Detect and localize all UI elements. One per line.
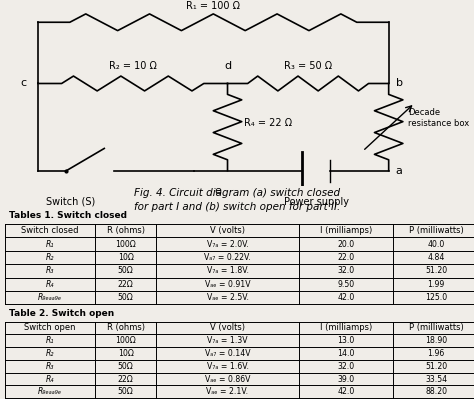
Text: 14.0: 14.0 [337, 349, 355, 358]
Text: R₂: R₂ [46, 349, 54, 358]
Text: Power supply: Power supply [283, 197, 349, 207]
Text: R₁: R₁ [46, 336, 54, 345]
Text: 22.0: 22.0 [337, 253, 355, 262]
Text: Switch open: Switch open [24, 324, 75, 332]
Text: 42.0: 42.0 [337, 387, 355, 396]
Text: 22Ω: 22Ω [118, 280, 134, 289]
Text: V₇ₐ = 1.8V.: V₇ₐ = 1.8V. [207, 267, 248, 275]
Text: 13.0: 13.0 [337, 336, 355, 345]
Text: R₁: R₁ [46, 239, 54, 249]
Text: c: c [20, 79, 26, 89]
Text: Tables 1. Switch closed: Tables 1. Switch closed [9, 211, 128, 219]
Text: Vₐₑ = 2.1V.: Vₐₑ = 2.1V. [207, 387, 248, 396]
Text: R₂: R₂ [46, 253, 54, 262]
Text: 32.0: 32.0 [337, 362, 355, 371]
Text: 39.0: 39.0 [337, 375, 355, 383]
Text: d: d [224, 61, 231, 71]
Text: 1.99: 1.99 [428, 280, 445, 289]
Text: P (milliwatts): P (milliwatts) [409, 226, 464, 235]
Text: V (volts): V (volts) [210, 226, 245, 235]
Text: 42.0: 42.0 [337, 293, 355, 302]
Text: 50Ω: 50Ω [118, 267, 134, 275]
Text: 22Ω: 22Ω [118, 375, 134, 383]
Text: R₉ₑₐₐ₉ₑ: R₉ₑₐₐ₉ₑ [38, 387, 62, 396]
Text: Decade
resistance box: Decade resistance box [408, 108, 469, 128]
Text: R₂ = 10 Ω: R₂ = 10 Ω [109, 61, 157, 71]
Text: 100Ω: 100Ω [115, 239, 136, 249]
Text: Switch closed: Switch closed [21, 226, 79, 235]
Text: R₃: R₃ [46, 267, 54, 275]
Text: 20.0: 20.0 [337, 239, 355, 249]
Text: Switch (S): Switch (S) [46, 197, 96, 207]
Text: R₃ = 50 Ω: R₃ = 50 Ω [284, 61, 332, 71]
Text: P (milliwatts): P (milliwatts) [409, 324, 464, 332]
Text: R₄: R₄ [46, 280, 54, 289]
Text: 50Ω: 50Ω [118, 387, 134, 396]
Text: 50Ω: 50Ω [118, 362, 134, 371]
Text: a: a [396, 166, 403, 176]
Text: R₄ = 22 Ω: R₄ = 22 Ω [244, 119, 292, 128]
Text: 18.90: 18.90 [425, 336, 447, 345]
Text: 51.20: 51.20 [425, 362, 447, 371]
Text: for part I and (b) switch open for part II.: for part I and (b) switch open for part … [134, 202, 340, 212]
Text: 1.96: 1.96 [428, 349, 445, 358]
Text: 33.54: 33.54 [425, 375, 447, 383]
Text: 32.0: 32.0 [337, 267, 355, 275]
Text: Vₐ₇ = 0.14V: Vₐ₇ = 0.14V [205, 349, 250, 358]
Text: I (milliamps): I (milliamps) [320, 226, 372, 235]
Text: Table 2. Switch open: Table 2. Switch open [9, 309, 115, 318]
Text: Vₐₑ = 0.91V: Vₐₑ = 0.91V [205, 280, 250, 289]
Text: 51.20: 51.20 [425, 267, 447, 275]
Text: 10Ω: 10Ω [118, 349, 134, 358]
Text: Vₐ₇ = 0.22V.: Vₐ₇ = 0.22V. [204, 253, 251, 262]
Text: V₇ₐ = 1.6V.: V₇ₐ = 1.6V. [207, 362, 248, 371]
Text: b: b [396, 79, 403, 89]
Text: R₁ = 100 Ω: R₁ = 100 Ω [186, 1, 240, 11]
Text: 100Ω: 100Ω [115, 336, 136, 345]
Text: e: e [215, 186, 221, 196]
Text: R (ohms): R (ohms) [107, 324, 145, 332]
Text: I (milliamps): I (milliamps) [320, 324, 372, 332]
Text: Vₐₑ = 0.86V: Vₐₑ = 0.86V [205, 375, 250, 383]
Text: R₉ₑₐₐ₉ₑ: R₉ₑₐₐ₉ₑ [38, 293, 62, 302]
Text: Fig. 4. Circuit diagram (a) switch closed: Fig. 4. Circuit diagram (a) switch close… [134, 188, 340, 198]
Text: Vₐₑ = 2.5V.: Vₐₑ = 2.5V. [207, 293, 248, 302]
Text: V₇ₐ = 2.0V.: V₇ₐ = 2.0V. [207, 239, 248, 249]
Text: 88.20: 88.20 [425, 387, 447, 396]
Text: V₇ₐ = 1.3V: V₇ₐ = 1.3V [207, 336, 248, 345]
Text: 50Ω: 50Ω [118, 293, 134, 302]
Text: 40.0: 40.0 [428, 239, 445, 249]
Text: 10Ω: 10Ω [118, 253, 134, 262]
Text: R₄: R₄ [46, 375, 54, 383]
Text: 4.84: 4.84 [428, 253, 445, 262]
Text: R (ohms): R (ohms) [107, 226, 145, 235]
Text: R₃: R₃ [46, 362, 54, 371]
Text: V (volts): V (volts) [210, 324, 245, 332]
Text: 9.50: 9.50 [337, 280, 355, 289]
Text: 125.0: 125.0 [425, 293, 447, 302]
